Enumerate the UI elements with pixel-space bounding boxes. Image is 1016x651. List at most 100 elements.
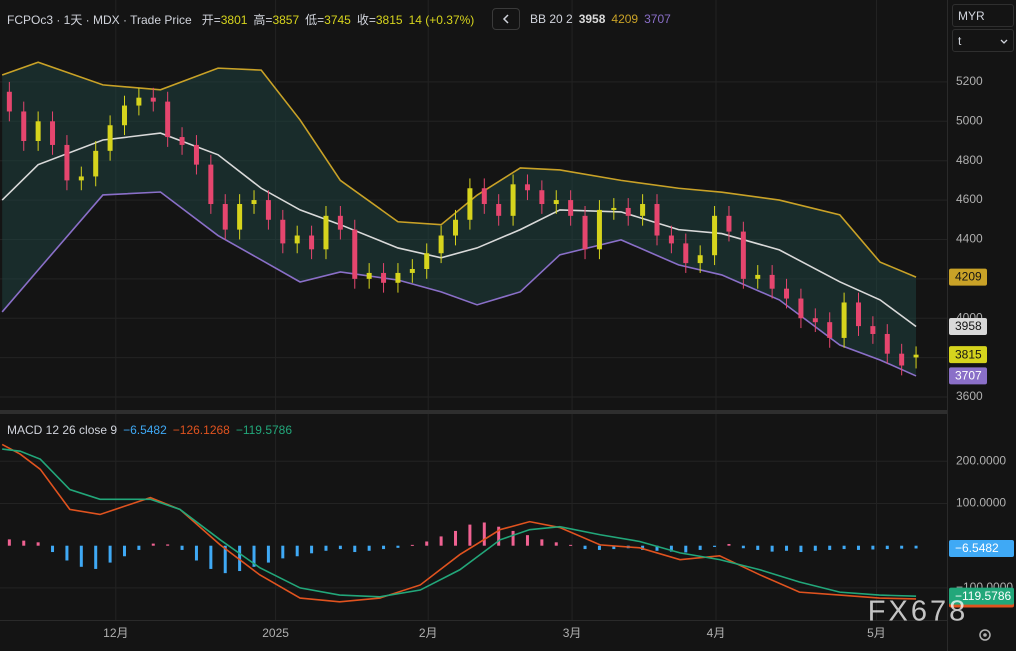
candle-body	[280, 220, 285, 244]
candle-body	[813, 318, 818, 322]
candle-body	[914, 355, 919, 358]
candle-body	[842, 302, 847, 337]
open-label: 开=	[202, 11, 221, 28]
y-tick-label: 100.0000	[956, 496, 1006, 510]
y-tick-label: 5200	[956, 74, 983, 88]
chevron	[1000, 39, 1008, 45]
candle-body	[798, 299, 803, 319]
histogram-bar	[296, 546, 299, 557]
candle-body	[683, 243, 688, 263]
histogram-bar	[713, 546, 716, 547]
candle-body	[770, 275, 775, 289]
y-tick-label: 4600	[956, 192, 983, 206]
candle-body	[309, 236, 314, 250]
header: FCPOc3 · 1天 · MDX · Trade Price 开=3801 高…	[7, 11, 474, 28]
bb-legend: BB 20 2 3958 4209 3707	[492, 8, 671, 30]
candle-body	[496, 204, 501, 216]
histogram-bar	[339, 546, 342, 549]
low-value: 3745	[324, 13, 351, 27]
candle-body	[712, 216, 717, 255]
candle-body	[482, 188, 487, 204]
candle-body	[856, 302, 861, 326]
histogram-bar	[51, 546, 54, 552]
histogram-bar	[799, 546, 802, 552]
candle-body	[439, 236, 444, 254]
high-label: 高=	[253, 11, 272, 28]
candle-body	[755, 275, 760, 279]
close-label: 收=	[357, 11, 376, 28]
candle-body	[338, 216, 343, 230]
candle-body	[323, 216, 328, 249]
candle-body	[208, 165, 213, 204]
badge-histogram-text: −6.5482	[955, 541, 999, 555]
candle-body	[352, 230, 357, 279]
candle-body	[151, 98, 156, 102]
candle-body	[180, 137, 185, 145]
macd-title: MACD 12 26 close 9	[7, 423, 117, 437]
candle-body	[640, 204, 645, 216]
candle-body	[424, 253, 429, 269]
bb-lower-value: 3707	[644, 12, 671, 26]
histogram-bar	[368, 546, 371, 551]
collapse-button[interactable]	[492, 8, 520, 30]
candle-body	[108, 125, 113, 151]
candle-body	[36, 121, 41, 141]
histogram-bar	[281, 546, 284, 559]
currency-select[interactable]: MYR	[952, 4, 1014, 27]
histogram-bar	[396, 546, 399, 548]
unit-select[interactable]: t	[952, 29, 1014, 52]
candle-body	[194, 145, 199, 165]
histogram-value: −6.5482	[123, 423, 167, 437]
histogram-bar	[80, 546, 83, 567]
candle-body	[698, 255, 703, 263]
histogram-bar	[699, 546, 702, 550]
histogram-bar	[310, 546, 313, 554]
candle-body	[64, 145, 69, 180]
candle-body	[611, 208, 616, 210]
histogram-bar	[37, 542, 40, 545]
candle-body	[165, 102, 170, 137]
histogram-bar	[425, 541, 428, 545]
candle-body	[741, 232, 746, 279]
histogram-bar	[598, 546, 601, 550]
histogram-bar	[814, 546, 817, 551]
histogram-bar	[756, 546, 759, 550]
chevron	[502, 14, 510, 24]
histogram-bar	[411, 545, 414, 546]
candle-body	[252, 200, 257, 204]
histogram-bar	[267, 546, 270, 563]
badge-upper-text: 4209	[955, 270, 982, 284]
candle-body	[136, 98, 141, 106]
x-tick-label: 12月	[103, 626, 128, 640]
histogram-bar	[742, 546, 745, 549]
histogram-bar	[152, 544, 155, 546]
candle-body	[381, 273, 386, 283]
histogram-bar	[512, 531, 515, 546]
badge-basis-text: 3958	[955, 319, 982, 333]
candle-body	[827, 322, 832, 338]
candle-body	[79, 176, 84, 180]
unit: t	[958, 34, 961, 48]
candle-body	[669, 236, 674, 244]
histogram-bar	[584, 546, 587, 549]
candle-body	[21, 111, 26, 141]
candle-body	[539, 190, 544, 204]
candle-body	[568, 200, 573, 216]
histogram-bar	[468, 525, 471, 546]
histogram-bar	[65, 546, 68, 561]
candle-body	[7, 92, 12, 112]
candle-body	[467, 188, 472, 220]
y-tick-label: 4800	[956, 153, 983, 167]
candle-body	[237, 204, 242, 230]
macd-value: −126.1268	[173, 423, 230, 437]
y-tick-label: 200.0000	[956, 453, 1006, 467]
candle-body	[395, 273, 400, 283]
candle-body	[525, 184, 530, 190]
histogram-bar	[569, 545, 572, 546]
y-tick-label: 3600	[956, 389, 983, 403]
histogram-bar	[440, 536, 443, 545]
close-value: 3815	[376, 13, 403, 27]
histogram-bar	[94, 546, 97, 569]
candle-body	[626, 208, 631, 216]
